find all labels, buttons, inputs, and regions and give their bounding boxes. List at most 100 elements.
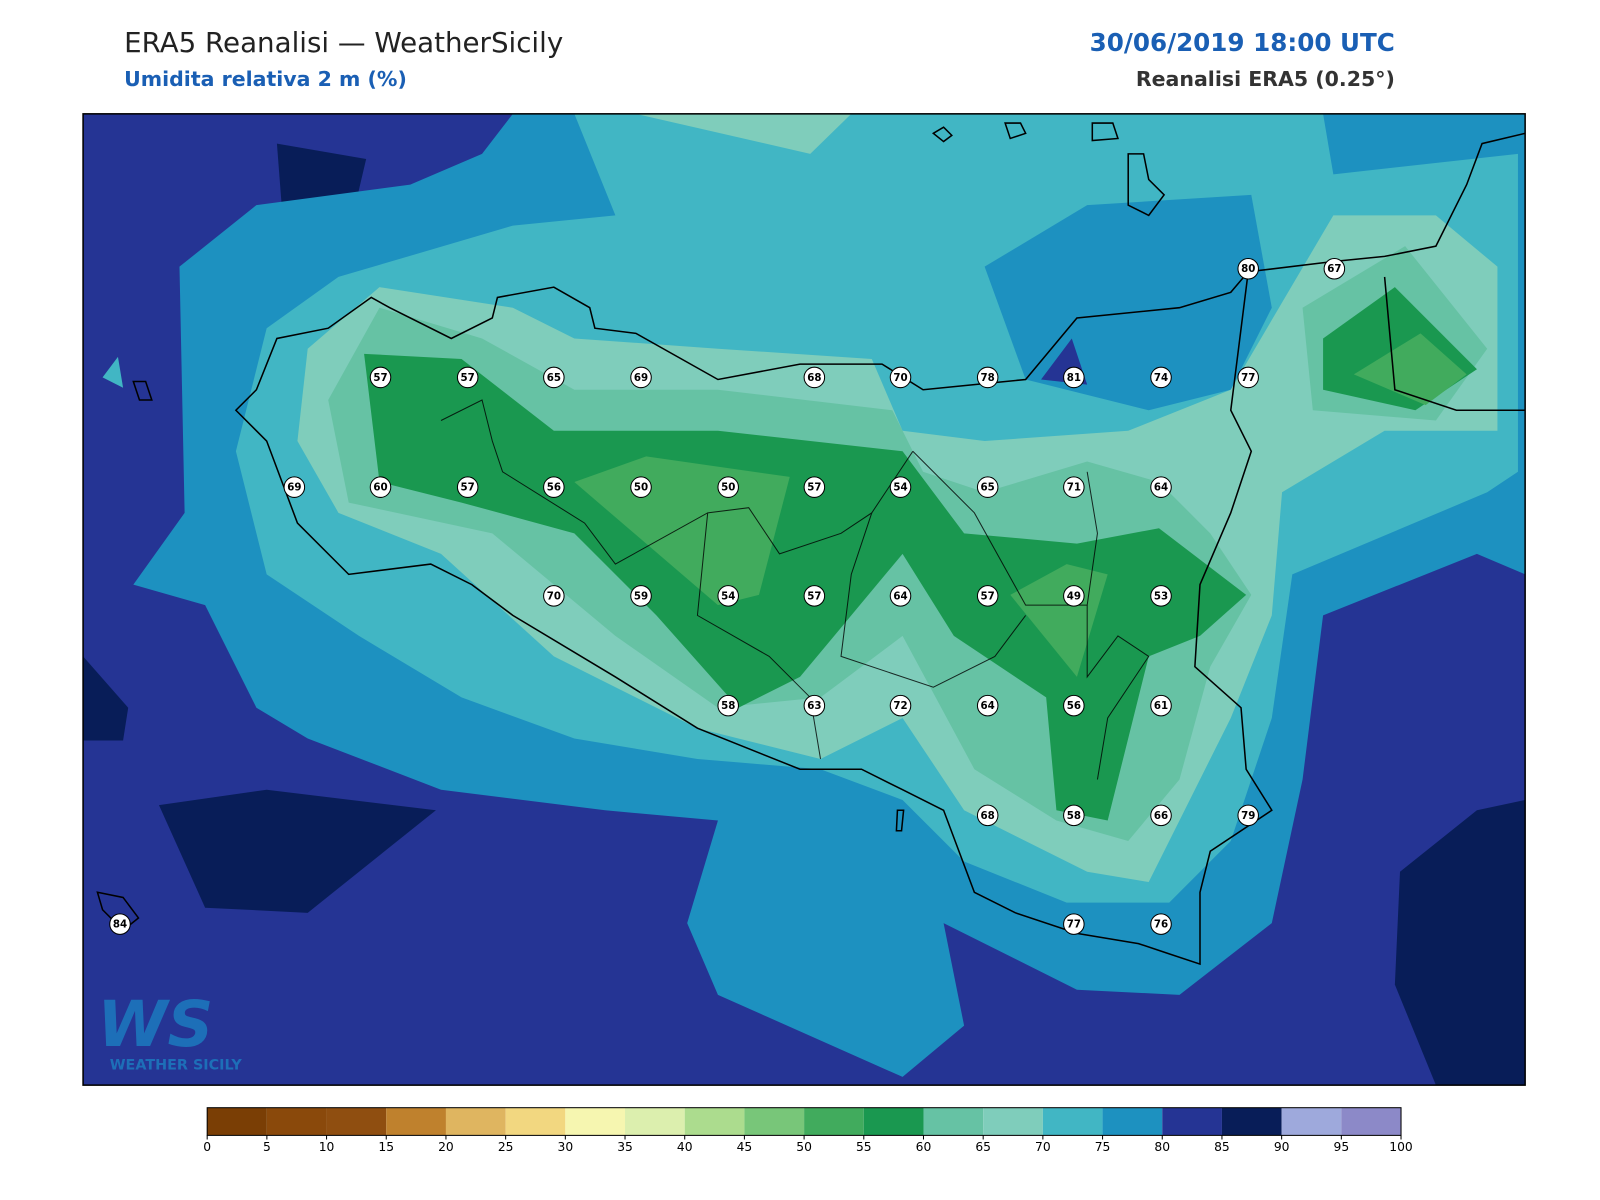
- station-value: 68: [807, 372, 821, 384]
- station-value: 69: [287, 482, 301, 494]
- station-marker: [369, 366, 392, 389]
- station-marker: [369, 476, 392, 498]
- colorbar-tick-label: 20: [438, 1140, 454, 1154]
- station: 57: [369, 366, 392, 389]
- station-marker: [976, 694, 999, 717]
- station: 84: [109, 913, 131, 935]
- station: 69: [630, 366, 652, 389]
- station-marker: [1323, 257, 1346, 280]
- station: 69: [283, 476, 306, 498]
- province-border: [440, 399, 1150, 780]
- station-value: 84: [113, 919, 127, 931]
- colorbar-tick-label: 0: [203, 1140, 211, 1154]
- station: 50: [630, 476, 652, 498]
- station: 77: [1237, 366, 1259, 389]
- colorbar-tick-label: 95: [1334, 1140, 1350, 1154]
- colorbar-swatch: [326, 1107, 387, 1136]
- station-marker: [717, 694, 739, 717]
- station-marker: [1150, 913, 1172, 935]
- station: 64: [976, 694, 999, 717]
- station: 66: [1150, 804, 1172, 827]
- station-marker: [1063, 366, 1085, 389]
- colorbar-tick-label: 75: [1095, 1140, 1111, 1154]
- colorbar-swatch: [625, 1107, 685, 1136]
- station-value: 70: [893, 372, 907, 384]
- station-layer: 80 67 57 57 65 69 68 70 78 81 74 77 69 60 57 56 50 50 57 54…: [109, 257, 1346, 935]
- station: 57: [976, 585, 999, 607]
- station: 54: [717, 585, 739, 607]
- colorbar-swatch: [923, 1107, 984, 1136]
- station: 65: [976, 476, 999, 498]
- colorbar-swatch: [386, 1107, 446, 1136]
- station: 57: [456, 366, 479, 389]
- station-marker: [1150, 476, 1172, 498]
- station-value: 57: [461, 482, 475, 494]
- colorbar-tick-label: 60: [916, 1140, 932, 1154]
- station-value: 81: [1067, 372, 1081, 384]
- station-marker: [889, 366, 912, 389]
- station-marker: [1063, 694, 1085, 717]
- logo-text: WEATHER SICILY: [110, 1058, 243, 1074]
- map-frame: [82, 113, 1526, 1086]
- station-value: 50: [634, 482, 648, 494]
- colorbar-swatch: [1281, 1107, 1342, 1136]
- station-marker: [1063, 585, 1085, 607]
- station: 59: [630, 585, 652, 607]
- colorbar-swatch: [445, 1107, 506, 1136]
- station-value: 57: [981, 590, 995, 602]
- station: 76: [1150, 913, 1172, 935]
- station-marker: [456, 476, 479, 498]
- station-marker: [1150, 694, 1172, 717]
- station-value: 49: [1067, 590, 1081, 602]
- station-marker: [630, 585, 652, 607]
- station-value: 67: [1327, 263, 1341, 275]
- subtitle: Umidita relativa 2 m (%): [124, 67, 407, 91]
- station-value: 72: [893, 700, 907, 712]
- colorbar-tick-label: 35: [617, 1140, 633, 1154]
- station-value: 80: [1241, 263, 1255, 275]
- station-marker: [1150, 804, 1172, 827]
- station: 68: [976, 804, 999, 827]
- source: Reanalisi ERA5 (0.25°): [1136, 67, 1395, 91]
- colorbar-tick-label: 90: [1274, 1140, 1290, 1154]
- station: 53: [1150, 585, 1172, 607]
- colorbar-swatch: [983, 1107, 1043, 1136]
- station-value: 58: [1067, 810, 1081, 822]
- colorbar-tick-label: 25: [498, 1140, 514, 1154]
- colorbar-swatch: [1102, 1107, 1163, 1136]
- station-marker: [889, 585, 912, 607]
- colorbar-swatch: [1341, 1107, 1402, 1136]
- station: 64: [889, 585, 912, 607]
- colorbar-swatch: [863, 1107, 924, 1136]
- station: 50: [717, 476, 739, 498]
- station-marker: [543, 366, 565, 389]
- station-value: 76: [1154, 919, 1168, 931]
- station: 58: [1063, 804, 1085, 827]
- station: 61: [1150, 694, 1172, 717]
- station-value: 64: [893, 590, 907, 602]
- station-marker: [1237, 804, 1259, 827]
- station-value: 63: [807, 700, 821, 712]
- station-value: 77: [1241, 372, 1255, 384]
- colorbar-tick-label: 50: [796, 1140, 812, 1154]
- station-value: 77: [1067, 919, 1081, 931]
- station: 60: [369, 476, 392, 498]
- colorbar-tick-label: 85: [1214, 1140, 1230, 1154]
- station-marker: [976, 804, 999, 827]
- colorbar-swatch: [684, 1107, 745, 1136]
- station-marker: [803, 585, 826, 607]
- station-value: 57: [461, 372, 475, 384]
- logo-mark: WS: [97, 987, 213, 1061]
- station: 81: [1063, 366, 1085, 389]
- station-marker: [109, 913, 131, 935]
- station-value: 56: [547, 482, 561, 494]
- station-marker: [1063, 804, 1085, 827]
- station-marker: [543, 585, 565, 607]
- datetime: 30/06/2019 18:00 UTC: [1090, 28, 1395, 57]
- station-marker: [283, 476, 306, 498]
- coastline: [96, 122, 1526, 966]
- station: 57: [803, 585, 826, 607]
- contour-band: [635, 113, 852, 154]
- station-marker: [803, 694, 826, 717]
